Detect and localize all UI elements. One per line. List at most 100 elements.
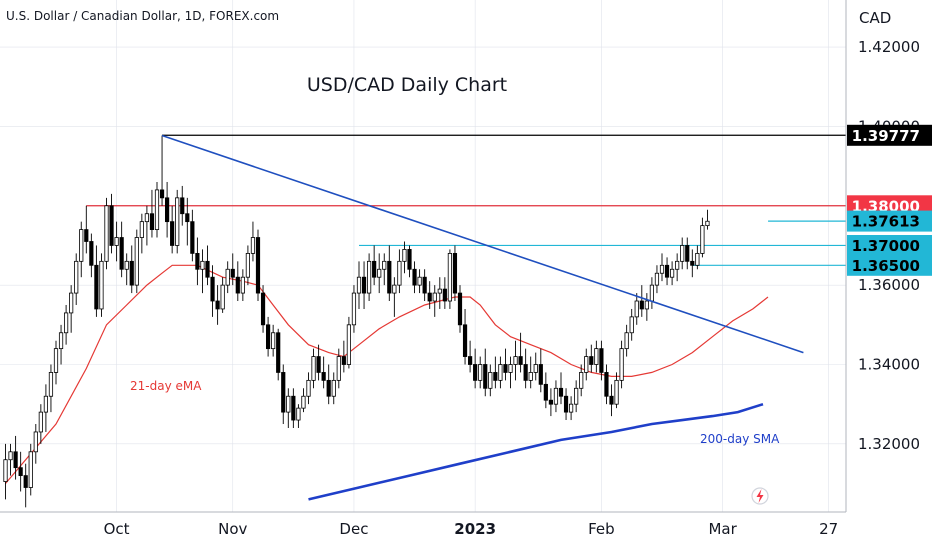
candle (382, 253, 387, 286)
downtrend-line[interactable] (161, 134, 804, 354)
candle (664, 257, 670, 286)
candle (245, 245, 250, 286)
candle (619, 340, 624, 389)
candle (321, 356, 326, 389)
candle (200, 249, 205, 294)
candle (392, 277, 397, 317)
candle (240, 269, 245, 302)
candle (69, 285, 74, 333)
candle (599, 340, 604, 381)
candle (296, 404, 301, 428)
candle (149, 189, 155, 238)
candle (170, 205, 175, 254)
time-tick-label: 27 (819, 520, 838, 538)
candle (74, 253, 79, 305)
candle (28, 443, 33, 496)
candle (124, 253, 129, 286)
candle (553, 380, 559, 413)
candle (190, 209, 195, 262)
candle (538, 348, 543, 393)
candle (23, 463, 28, 508)
candle (377, 253, 382, 294)
candle (331, 372, 336, 405)
time-tick-label: Dec (339, 520, 368, 538)
candle (33, 424, 38, 464)
candle (38, 404, 43, 444)
candle (3, 443, 8, 500)
horizontal-levels (86, 134, 846, 266)
lightning-icon[interactable] (751, 487, 769, 505)
price-tick-label: 1.34000 (858, 356, 920, 374)
candle (104, 197, 109, 270)
candle (159, 135, 165, 206)
candlesticks (3, 135, 710, 508)
candle (387, 245, 392, 302)
candle (407, 245, 412, 278)
svg-text:1.37000: 1.37000 (852, 237, 920, 255)
candle (271, 324, 276, 357)
candle (488, 364, 493, 397)
candle (644, 293, 649, 321)
price-tick-label-partial: 1.40000 (858, 117, 920, 135)
candle (301, 388, 306, 413)
candle (316, 344, 321, 381)
candle (356, 261, 362, 309)
candle (427, 281, 432, 309)
candle (412, 261, 417, 294)
candle (58, 324, 64, 365)
candle (417, 269, 422, 294)
candle (462, 308, 468, 365)
candle (402, 241, 407, 274)
candle (473, 348, 478, 389)
candle (48, 364, 54, 413)
candle (185, 197, 190, 246)
candle (205, 245, 210, 286)
candle (372, 245, 377, 286)
candle (119, 221, 124, 278)
candle (634, 293, 639, 325)
candle (695, 245, 700, 270)
candle (558, 372, 564, 405)
candle (543, 372, 548, 409)
candle (467, 340, 473, 373)
candle (700, 217, 705, 258)
candle (670, 261, 675, 286)
candle (175, 189, 180, 254)
candle (574, 380, 579, 413)
candle (498, 356, 503, 389)
candle (326, 364, 331, 405)
candle (346, 316, 352, 369)
candle (518, 332, 523, 373)
candle (685, 237, 690, 270)
candle (79, 221, 84, 278)
candle (64, 304, 69, 345)
candle (513, 340, 518, 381)
candle (351, 285, 357, 333)
candle (503, 348, 508, 381)
candle (508, 356, 513, 389)
svg-text:1.39777: 1.39777 (852, 127, 920, 145)
candle (94, 245, 99, 317)
candle (609, 384, 614, 417)
candle (129, 245, 134, 294)
candle (180, 185, 185, 226)
candle (336, 348, 341, 389)
candle (614, 372, 619, 409)
candle (306, 372, 311, 405)
candle (291, 388, 296, 428)
candle (260, 285, 266, 333)
candle (18, 451, 23, 492)
candle (584, 348, 589, 381)
moving-averages (5, 264, 769, 501)
candle (134, 229, 139, 294)
price-tag: 1.39777 (847, 124, 932, 146)
candle (579, 364, 584, 397)
candle (437, 277, 442, 309)
candle (563, 388, 569, 421)
candle (99, 253, 104, 317)
price-tick-label: 1.32000 (858, 435, 920, 453)
candle (230, 253, 235, 286)
time-tick-label: Nov (218, 520, 247, 538)
candle (523, 348, 528, 389)
